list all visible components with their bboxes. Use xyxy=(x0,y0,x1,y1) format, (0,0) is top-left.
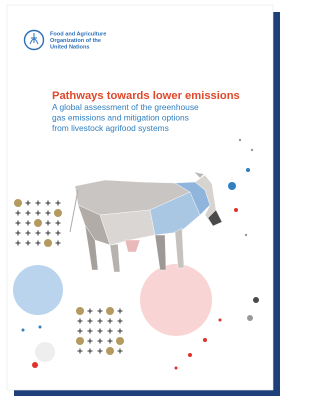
icon-badge xyxy=(14,199,22,207)
title: Pathways towards lower emissions xyxy=(52,90,240,102)
org-name: United Nations xyxy=(50,44,89,50)
icon-badge xyxy=(76,307,84,315)
pink-circle xyxy=(140,264,212,336)
icon-badge xyxy=(106,347,114,355)
org-name: Organization of the xyxy=(50,38,101,44)
icon-badge xyxy=(116,337,124,345)
blue-circle xyxy=(13,265,63,315)
page: Food and Agriculture Organization of the… xyxy=(0,0,287,401)
icon-badge xyxy=(106,307,114,315)
icon-badge xyxy=(44,239,52,247)
icon-badge xyxy=(54,209,62,217)
icon-badge xyxy=(76,337,84,345)
org-name: Food and Agriculture xyxy=(50,31,106,37)
subtitle: from livestock agrifood systems xyxy=(52,123,169,133)
subtitle: gas emissions and mitigation options xyxy=(52,113,189,123)
grey-circle xyxy=(35,342,55,362)
icon-badge xyxy=(34,219,42,227)
cover: Food and Agriculture Organization of the… xyxy=(0,0,287,401)
subtitle: A global assessment of the greenhouse xyxy=(52,102,199,112)
